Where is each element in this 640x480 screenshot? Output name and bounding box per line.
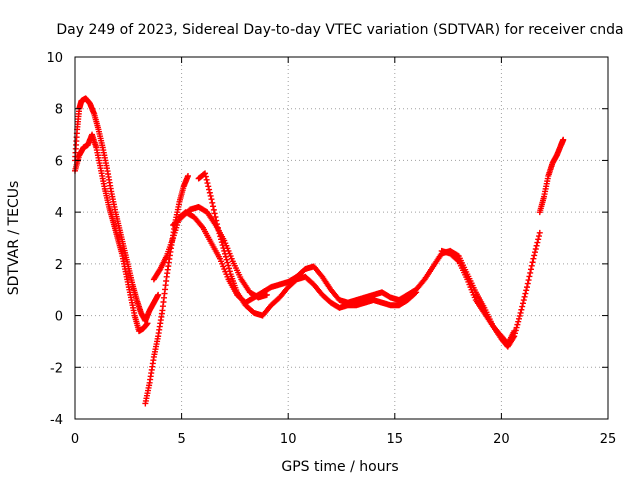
data-point bbox=[518, 306, 525, 313]
data-point bbox=[533, 242, 540, 249]
data-point bbox=[454, 257, 461, 264]
data-point bbox=[226, 268, 233, 275]
x-tick-label: 0 bbox=[71, 432, 79, 447]
data-point bbox=[532, 245, 539, 252]
y-tick-label: -4 bbox=[50, 413, 63, 428]
data-point bbox=[524, 280, 531, 287]
grid bbox=[75, 57, 608, 419]
data-point bbox=[519, 303, 526, 310]
data-point bbox=[223, 256, 230, 263]
data-point bbox=[527, 266, 534, 273]
data-point bbox=[210, 206, 217, 213]
data-point bbox=[412, 290, 419, 297]
data-point bbox=[560, 136, 567, 143]
series-layer bbox=[72, 95, 567, 407]
data-point bbox=[202, 170, 209, 177]
y-tick-label: 10 bbox=[46, 51, 63, 66]
x-tick-label: 25 bbox=[600, 432, 617, 447]
x-tick-label: 15 bbox=[387, 432, 404, 447]
data-point bbox=[184, 172, 191, 179]
y-axis-title: SDTVAR / TECUs bbox=[6, 181, 22, 296]
data-point bbox=[513, 324, 520, 331]
data-series bbox=[170, 203, 270, 301]
data-point bbox=[224, 259, 231, 266]
x-axis-title: GPS time / hours bbox=[281, 459, 398, 475]
y-tick-label: 4 bbox=[55, 206, 63, 221]
data-point bbox=[520, 297, 527, 304]
x-tick-label: 5 bbox=[177, 432, 185, 447]
data-point bbox=[529, 259, 536, 266]
data-point bbox=[203, 176, 210, 183]
data-series bbox=[150, 209, 543, 350]
data-point bbox=[519, 300, 526, 307]
data-point bbox=[525, 277, 532, 284]
data-series bbox=[72, 131, 151, 335]
data-series bbox=[142, 172, 191, 407]
data-point bbox=[516, 312, 523, 319]
x-tick-label: 20 bbox=[493, 432, 510, 447]
data-point bbox=[535, 236, 542, 243]
data-point bbox=[202, 173, 209, 180]
data-point bbox=[206, 189, 213, 196]
data-point bbox=[208, 196, 215, 203]
data-point bbox=[521, 293, 528, 300]
data-point bbox=[205, 183, 212, 190]
plot-frame bbox=[74, 56, 609, 420]
data-point bbox=[528, 262, 535, 269]
data-point bbox=[511, 328, 518, 335]
chart-title: Day 249 of 2023, Sidereal Day-to-day VTE… bbox=[56, 22, 623, 38]
data-point bbox=[517, 309, 524, 316]
data-point bbox=[155, 291, 162, 298]
data-point bbox=[527, 269, 534, 276]
y-tick-label: 2 bbox=[55, 258, 63, 273]
data-point bbox=[514, 321, 521, 328]
data-point bbox=[211, 210, 218, 217]
data-point bbox=[198, 223, 205, 230]
ticks: 0 5 10 15 20 25 -4 -2 0 2 4 6 8 10 bbox=[46, 51, 616, 447]
x-tick-label: 10 bbox=[280, 432, 297, 447]
data-point bbox=[207, 192, 214, 199]
data-series bbox=[536, 136, 567, 216]
y-tick-label: 6 bbox=[55, 154, 63, 169]
data-point bbox=[204, 180, 211, 187]
data-point bbox=[515, 318, 522, 325]
data-point bbox=[534, 239, 541, 246]
data-point bbox=[263, 291, 270, 298]
data-point bbox=[536, 229, 543, 236]
data-point bbox=[531, 252, 538, 259]
data-point bbox=[209, 199, 216, 206]
data-point bbox=[515, 315, 522, 322]
data-point bbox=[413, 289, 420, 296]
data-series bbox=[438, 247, 518, 348]
data-point bbox=[210, 203, 217, 210]
y-tick-label: -2 bbox=[50, 361, 63, 376]
data-point bbox=[206, 186, 213, 193]
data-point bbox=[535, 233, 542, 240]
data-series bbox=[195, 170, 420, 319]
data-point bbox=[225, 262, 232, 269]
data-point bbox=[530, 255, 537, 262]
y-tick-label: 8 bbox=[55, 103, 63, 118]
data-point bbox=[226, 265, 233, 272]
data-point bbox=[144, 320, 151, 327]
data-point bbox=[531, 249, 538, 256]
data-point bbox=[526, 273, 533, 280]
data-point bbox=[523, 287, 530, 294]
data-point bbox=[523, 284, 530, 291]
data-point bbox=[212, 213, 219, 220]
y-tick-label: 0 bbox=[55, 310, 63, 325]
data-series bbox=[72, 95, 162, 324]
data-point bbox=[522, 290, 529, 297]
